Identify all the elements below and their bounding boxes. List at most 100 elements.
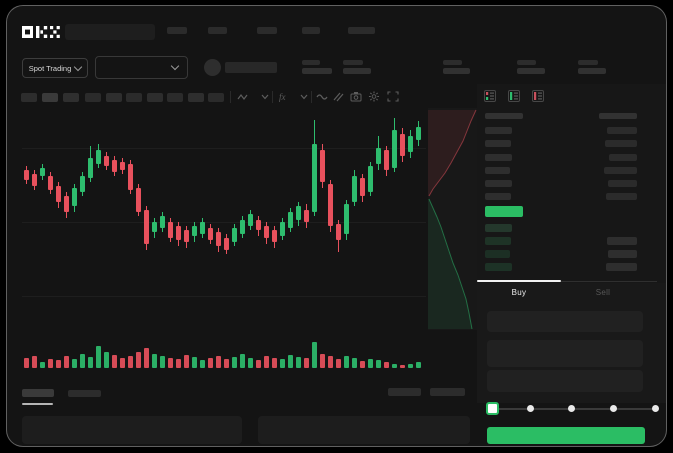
candle-body (168, 222, 173, 238)
trade-input-3[interactable] (487, 370, 643, 392)
volume-bar (248, 358, 253, 368)
candle-body (176, 226, 181, 240)
search-input[interactable] (65, 24, 155, 40)
interval-button[interactable] (208, 93, 224, 102)
ask-row-price[interactable] (485, 140, 511, 147)
nav-item-bar[interactable] (348, 27, 375, 34)
candle-body (184, 230, 189, 242)
interval-button[interactable] (188, 93, 204, 102)
volume-bar (336, 359, 341, 368)
volume-bar (360, 361, 365, 368)
candle-body (320, 150, 325, 182)
fullscreen-icon[interactable] (387, 91, 399, 102)
book-bids-only-icon[interactable] (508, 90, 520, 102)
nav-item-bar[interactable] (257, 27, 277, 34)
interval-button[interactable] (85, 93, 101, 102)
pair-dropdown[interactable] (95, 56, 188, 79)
nav-item-bar[interactable] (208, 27, 227, 34)
okx-logo[interactable] (22, 26, 60, 38)
interval-button[interactable] (106, 93, 122, 102)
volume-bar (408, 364, 413, 368)
candlestick-chart[interactable] (22, 108, 426, 373)
last-price-highlight[interactable] (485, 206, 523, 217)
interval-button[interactable] (126, 93, 142, 102)
volume-bar (272, 358, 277, 368)
toolbar-divider (311, 91, 312, 103)
candle-body (296, 206, 301, 220)
bid-row-price[interactable] (485, 237, 511, 245)
ob-header-price-bar (485, 113, 523, 119)
slider-step-dot[interactable] (567, 405, 575, 412)
candle-body (192, 226, 197, 236)
indicators-chevron-icon[interactable] (300, 94, 308, 100)
slider-handle[interactable] (486, 402, 499, 415)
candle-body (312, 144, 317, 212)
indicators-icon[interactable]: fx (278, 91, 292, 102)
trade-input-1[interactable] (487, 311, 643, 332)
stat-label-bar (302, 60, 320, 65)
volume-bar (24, 358, 29, 368)
market-type-label: Spot Trading (28, 63, 72, 73)
depth-profile-strip (428, 108, 477, 330)
interval-button[interactable] (167, 93, 183, 102)
slider-step-dot[interactable] (651, 405, 659, 412)
slider-step-dot[interactable] (526, 405, 534, 412)
bottom-tab-history[interactable] (68, 390, 101, 397)
nav-item-bar[interactable] (302, 27, 320, 34)
buy-submit-button[interactable] (487, 427, 645, 444)
chart-style-icon[interactable] (237, 92, 249, 102)
candle-body (136, 188, 141, 212)
ask-row-amount (604, 167, 637, 174)
market-type-selector[interactable]: Spot Trading (22, 58, 88, 78)
candle-body (232, 228, 237, 242)
candle-body (224, 238, 229, 250)
amount-slider[interactable] (486, 402, 661, 415)
candle-body (72, 188, 77, 206)
candle-body (104, 156, 109, 166)
ask-row-price[interactable] (485, 167, 510, 174)
bid-row-price[interactable] (485, 263, 512, 271)
drawing-tools-icon[interactable] (332, 91, 344, 102)
bid-row-price[interactable] (485, 224, 512, 232)
chart-style-chevron-icon[interactable] (261, 94, 269, 100)
slider-step-dot[interactable] (609, 405, 617, 412)
candle-body (80, 176, 85, 192)
candle-body (376, 148, 381, 164)
volume-bar (296, 357, 301, 368)
interval-button[interactable] (21, 93, 37, 102)
interval-button[interactable] (63, 93, 79, 102)
candle-body (24, 170, 29, 180)
trade-input-2[interactable] (487, 340, 643, 367)
candle-body (400, 134, 405, 156)
snapshot-camera-icon[interactable] (350, 91, 362, 102)
candle-body (256, 220, 261, 230)
volume-bar (216, 356, 221, 368)
nav-item-bar[interactable] (167, 27, 187, 34)
volume-bar (392, 364, 397, 368)
book-asks-only-icon[interactable] (532, 90, 544, 102)
bottom-tab-orders[interactable] (22, 389, 54, 397)
bottom-link-2[interactable] (430, 388, 465, 396)
candle-body (328, 184, 333, 226)
candle-body (288, 212, 293, 228)
line-mode-icon[interactable] (316, 93, 328, 101)
ask-row-price[interactable] (485, 127, 512, 134)
volume-bar (144, 348, 149, 368)
volume-bar (312, 342, 317, 368)
bottom-link-1[interactable] (388, 388, 421, 396)
bid-row-price[interactable] (485, 250, 510, 258)
settings-gear-icon[interactable] (368, 91, 380, 102)
ask-row-price[interactable] (485, 193, 511, 200)
book-combined-icon[interactable] (484, 90, 496, 102)
ask-row-price[interactable] (485, 154, 512, 161)
volume-bar (128, 356, 133, 368)
svg-text:fx: fx (279, 92, 286, 102)
ask-row-price[interactable] (485, 180, 512, 187)
candle-body (384, 150, 389, 170)
tab-sell[interactable]: Sell (595, 288, 611, 297)
interval-button[interactable] (42, 93, 58, 102)
interval-button[interactable] (147, 93, 163, 102)
volume-bar (48, 359, 53, 368)
tab-buy[interactable]: Buy (511, 288, 527, 297)
ob-header-amount-bar (599, 113, 637, 119)
